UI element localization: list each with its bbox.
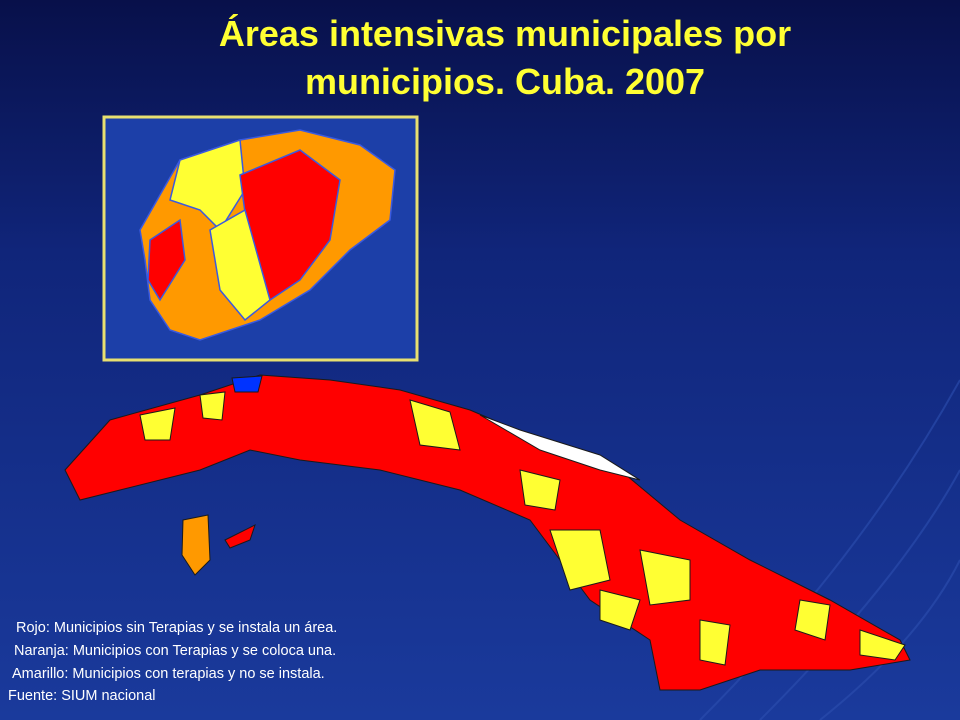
source: Fuente: SIUM nacional [8, 688, 156, 704]
legend-orange: Naranja: Municipios con Terapias y se co… [14, 643, 337, 659]
legend-red: Rojo: Municipios sin Terapias y se insta… [16, 620, 338, 636]
slide-title: Áreas intensivas municipales por municip… [218, 13, 792, 102]
inset-havana [139, 129, 396, 341]
legend-yellow: Amarillo: Municipios con terapias y no s… [12, 666, 325, 682]
cuba-map [64, 374, 911, 691]
